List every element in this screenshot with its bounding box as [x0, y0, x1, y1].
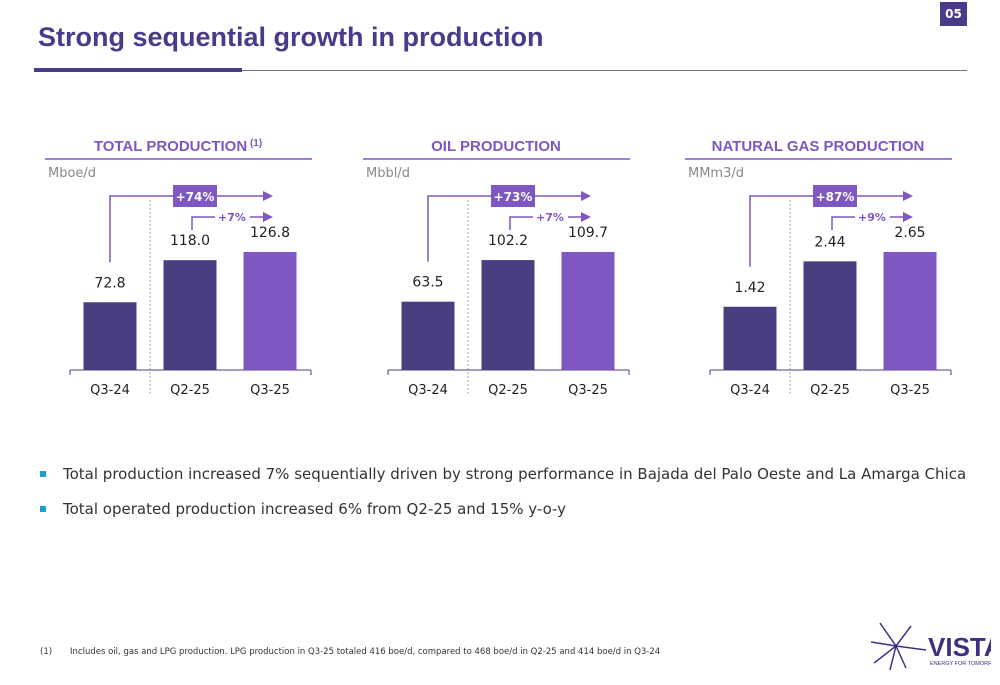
star-icon [870, 622, 927, 671]
svg-text:ENERGY FOR TOMORROW: ENERGY FOR TOMORROW [930, 661, 991, 667]
data-label: 118.0 [170, 233, 210, 249]
qoq-change: +7% [218, 211, 246, 224]
yoy-change: +73% [494, 190, 533, 204]
data-label: 109.7 [568, 225, 608, 241]
bar-q2-25 [163, 260, 217, 370]
category-label: Q2-25 [488, 383, 528, 398]
arrow-icon [263, 191, 273, 201]
data-label: 102.2 [488, 233, 528, 249]
data-label: 2.44 [814, 234, 845, 250]
bar-q3-24 [83, 302, 137, 370]
page-title: Strong sequential growth in production [38, 22, 544, 52]
category-label: Q2-25 [810, 383, 850, 398]
yoy-badge [813, 185, 857, 207]
category-label: Q3-24 [408, 383, 448, 398]
qoq-change: +9% [858, 211, 886, 224]
unit-label: MMm3/d [688, 166, 744, 181]
bullet-text: Total production increased 7% sequential… [63, 465, 967, 483]
production-charts: TOTAL PRODUCTION (1) Mboe/d 72.8 Q3-24 118.0… [45, 138, 952, 398]
yoy-badge [491, 185, 535, 207]
category-label: Q3-25 [568, 383, 608, 398]
bar-q3-25 [243, 252, 297, 370]
arrow-icon [903, 191, 913, 201]
bar-q3-24 [401, 301, 455, 370]
category-label: Q3-25 [250, 383, 290, 398]
vista-logo: VISTA ENERGY FOR TOMORROW [870, 622, 991, 671]
page-number: 05 [940, 2, 967, 26]
data-label: 63.5 [412, 275, 443, 291]
category-label: Q3-25 [890, 383, 930, 398]
bullet-icon [40, 506, 46, 512]
chart-title: TOTAL PRODUCTION (1) [94, 138, 262, 155]
bar-q3-25 [561, 252, 615, 370]
chart-title: OIL PRODUCTION [431, 138, 561, 155]
chart-title: NATURAL GAS PRODUCTION [712, 138, 925, 155]
bar-q2-25 [803, 261, 857, 370]
footnote-text: Includes oil, gas and LPG production. LP… [70, 647, 661, 657]
unit-label: Mbbl/d [366, 166, 410, 181]
category-label: Q3-24 [730, 383, 770, 398]
bullet-item: Total operated production increased 6% f… [40, 500, 966, 518]
data-label: 72.8 [94, 275, 125, 291]
svg-text:VISTA: VISTA [928, 632, 991, 662]
qoq-change: +7% [536, 211, 564, 224]
footnote: (1) Includes oil, gas and LPG production.… [40, 647, 660, 657]
category-label: Q3-24 [90, 383, 130, 398]
arrow-icon [581, 212, 591, 222]
yoy-change: +74% [176, 190, 215, 204]
qoq-bracket [831, 216, 855, 230]
yoy-change: +87% [816, 190, 855, 204]
unit-label: Mboe/d [48, 166, 96, 181]
bar-q2-25 [481, 260, 535, 370]
bar-q3-24 [723, 306, 777, 370]
qoq-bracket [191, 216, 215, 230]
qoq-bracket [509, 216, 533, 230]
title-divider [34, 70, 967, 71]
data-label: 1.42 [734, 280, 765, 296]
bullet-list: Total production increased 7% sequential… [40, 465, 966, 535]
arrow-icon [263, 212, 273, 222]
yoy-badge [173, 185, 217, 207]
bullet-icon [40, 471, 46, 477]
bullet-item: Total production increased 7% sequential… [40, 465, 966, 483]
footnote-marker: (1) [40, 647, 53, 657]
arrow-icon [581, 191, 591, 201]
bar-q3-25 [883, 252, 937, 370]
arrow-icon [903, 212, 913, 222]
bullet-text: Total operated production increased 6% f… [63, 500, 567, 518]
category-label: Q2-25 [170, 383, 210, 398]
data-label: 126.8 [250, 225, 290, 241]
title-accent-bar [34, 68, 242, 72]
data-label: 2.65 [894, 225, 925, 241]
